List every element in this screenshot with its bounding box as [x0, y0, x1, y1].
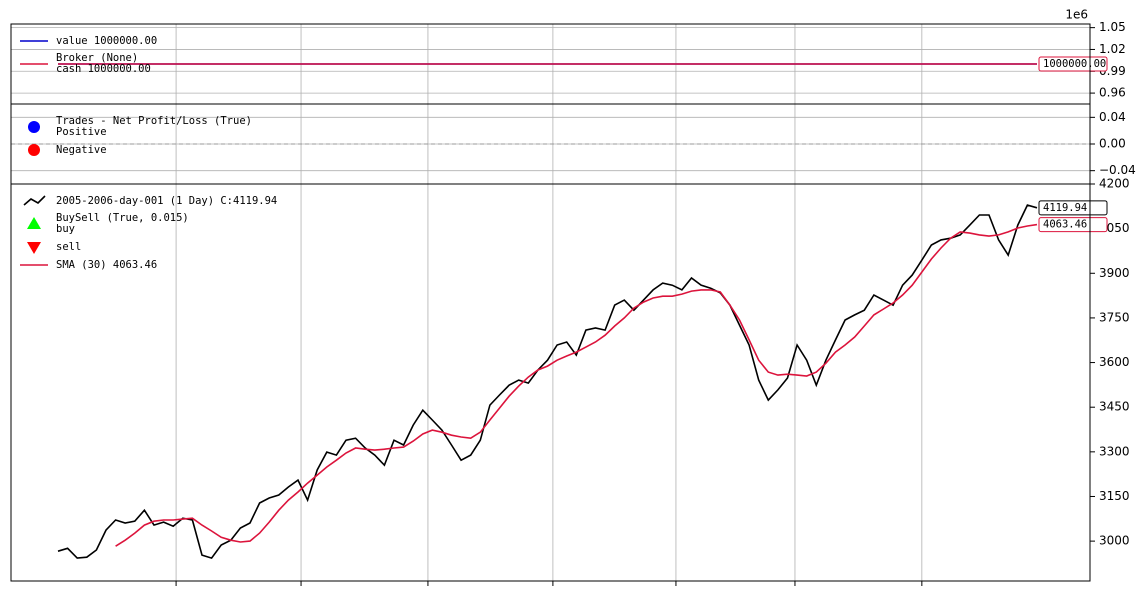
legend-label: sell	[56, 241, 81, 253]
y-tick-label: 0.04	[1099, 110, 1126, 124]
y-tick-label: 3300	[1099, 444, 1130, 458]
legend-handle	[27, 242, 41, 254]
legend-handle	[28, 121, 40, 133]
y-tick-label: 3600	[1099, 355, 1130, 369]
series-line	[57, 204, 1038, 560]
legend-handle	[27, 217, 41, 229]
y-tick-label: 3750	[1099, 310, 1130, 324]
legend-label: SMA (30) 4063.46	[56, 259, 157, 271]
y-tick-label: 0.00	[1099, 137, 1126, 151]
y-tick-label: −0.04	[1099, 163, 1136, 177]
y-tick-label: 3150	[1099, 489, 1130, 503]
y-tick-label: 3000	[1099, 534, 1130, 548]
legend-handle	[23, 195, 46, 206]
legend-label: value 1000000.00	[56, 35, 157, 47]
legend-label: 2005-2006-day-001 (1 Day) C:4119.94	[56, 195, 277, 207]
legend-title: Trades - Net Profit/Loss (True)	[56, 115, 252, 127]
y-tick-label: 0.96	[1099, 86, 1126, 100]
legend-handle	[28, 144, 40, 156]
y-tick-label: 1.05	[1099, 20, 1126, 34]
legend-label: cash 1000000.00	[56, 63, 151, 75]
offset-label: 1e6	[1065, 8, 1088, 22]
legend-label: Negative	[56, 144, 107, 156]
panel-frame	[10, 183, 1091, 582]
y-tick-label: 4200	[1099, 177, 1130, 191]
series-line	[115, 223, 1038, 547]
legend-title: Broker (None)	[56, 52, 138, 64]
legend-label: buy	[56, 223, 75, 235]
y-tick-label: 3900	[1099, 266, 1130, 280]
value-label: 4063.46	[1043, 219, 1087, 231]
value-label: 4119.94	[1043, 202, 1087, 214]
y-tick-label: 1.02	[1099, 42, 1126, 56]
value-label: 1000000.00	[1043, 58, 1106, 70]
legend-title: BuySell (True, 0.015)	[56, 212, 189, 224]
y-tick-label: 3450	[1099, 400, 1130, 414]
legend-label: Positive	[56, 126, 107, 138]
